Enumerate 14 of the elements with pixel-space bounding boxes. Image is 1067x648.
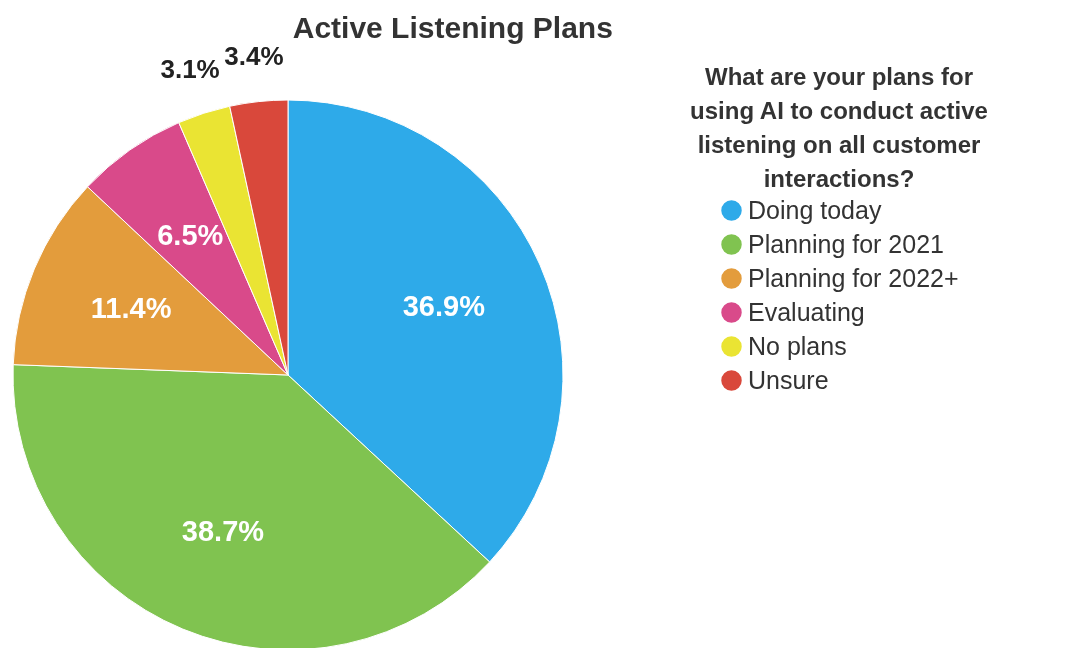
data-label: 11.4% [90, 292, 172, 325]
legend-title: What are your plans for using AI to conduct active listening on all customer interactions? [690, 63, 988, 192]
data-label: 3.4% [224, 40, 284, 71]
data-label: 38.7% [181, 515, 265, 548]
legend-label: Planning for 2022+ [748, 263, 959, 292]
legend-label: Doing today [748, 195, 882, 224]
data-label: 6.5% [157, 218, 224, 251]
legend-label: Unsure [748, 365, 829, 394]
legend-label: No plans [748, 331, 847, 360]
chart-title: Active Listening Plans [292, 11, 613, 44]
legend-label: Evaluating [748, 297, 865, 326]
data-label: 36.9% [402, 290, 486, 322]
legend-label: Planning for 2021 [748, 229, 944, 258]
data-label: 3.1% [160, 54, 220, 85]
